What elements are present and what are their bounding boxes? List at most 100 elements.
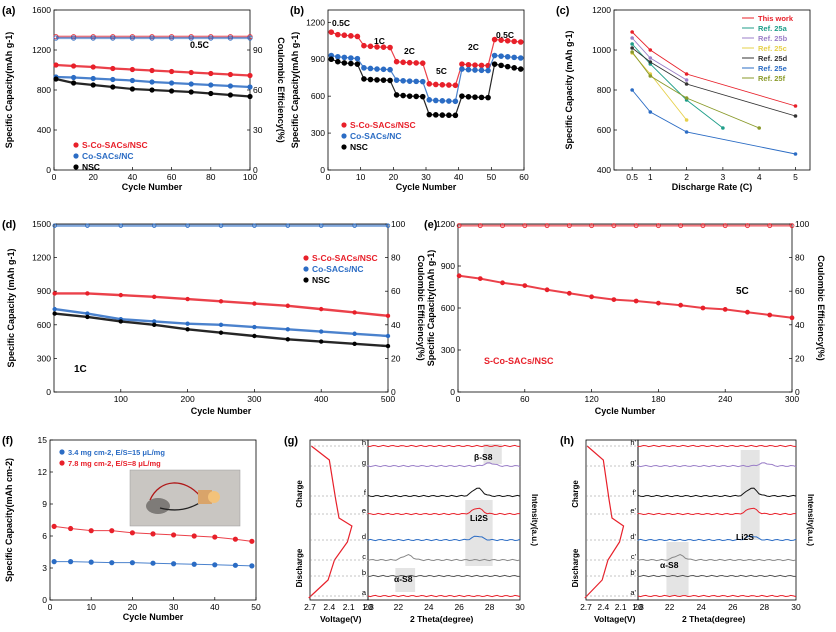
b-x-tick-label: 0	[326, 172, 331, 182]
a-point	[149, 67, 155, 74]
a-point	[188, 89, 194, 95]
panel-a-xlabel: Cycle Number	[122, 182, 183, 192]
e-point	[700, 305, 706, 311]
d-point	[185, 223, 190, 228]
e-point	[633, 298, 639, 304]
d-point	[252, 301, 257, 306]
d-leg-label: S-Co-SACs/NSC	[312, 253, 378, 263]
d-point	[319, 339, 324, 344]
b-point	[413, 93, 420, 100]
b-point	[446, 112, 452, 119]
b-y-tick-label: 1200	[306, 17, 325, 27]
f-point	[171, 561, 177, 567]
d-point	[285, 303, 290, 308]
d-point	[85, 291, 90, 296]
c-legend-label: Ref. 25a	[758, 24, 788, 33]
b-rate-label: 1C	[374, 36, 385, 46]
d-point	[285, 223, 290, 228]
panel-e-letter: (e)	[424, 219, 438, 231]
a-x-tick-label: 60	[167, 172, 177, 182]
h-voltage-curve	[584, 445, 625, 599]
b-point	[491, 61, 498, 67]
b-y-tick-label: 0	[320, 165, 325, 175]
panel-f-letter: (f)	[2, 435, 13, 447]
c-point	[793, 104, 798, 108]
g-xrd-pattern	[367, 507, 520, 516]
d-x-tick-label: 500	[381, 394, 395, 404]
g-voltage-tick-label: 2.4	[323, 602, 335, 612]
e-x-tick-label: 0	[456, 394, 461, 404]
b-point	[517, 39, 524, 45]
b-point	[472, 67, 478, 73]
b-leg-marker	[341, 133, 347, 139]
panel-g: (g) 2.7 2.4 2.1 1.820 22 24 26 28 30 a bc d ef g h β-S8…	[284, 435, 539, 624]
b-point	[348, 60, 354, 67]
a-point	[247, 35, 253, 41]
c-point	[684, 96, 689, 100]
b-rate-label: 5C	[436, 66, 447, 76]
c-y-tick-label: 1200	[592, 5, 611, 15]
d-point	[352, 310, 357, 315]
b-point	[393, 92, 400, 98]
e-y2-tick-label: 20	[795, 353, 805, 363]
b-point	[432, 112, 439, 118]
f-point	[109, 560, 115, 566]
f-point	[249, 563, 255, 569]
panel-a-rate: 0.5C	[190, 40, 210, 50]
e-point	[477, 276, 483, 282]
c-point	[684, 72, 689, 76]
h-peak-li2s: Li2S	[736, 532, 754, 542]
d-y-tick-label: 900	[37, 286, 51, 296]
b-x-tick-label: 10	[356, 172, 366, 182]
c-point	[648, 60, 653, 64]
g-point-label: b	[362, 568, 366, 577]
a-point	[208, 35, 214, 41]
f-point	[232, 536, 238, 542]
d-series-line	[54, 312, 389, 348]
b-point	[504, 53, 511, 60]
d-point	[319, 223, 324, 228]
h-theta-tick-label: 20	[633, 602, 643, 612]
d-point	[151, 223, 157, 228]
h-voltage-tick-label: 2.4	[597, 602, 609, 612]
d-y2-tick-label: 100	[391, 219, 405, 229]
b-point	[348, 55, 354, 61]
b-point	[334, 31, 341, 38]
b-x-tick-label: 60	[519, 172, 529, 182]
panel-d-letter: (d)	[2, 219, 16, 231]
g-point-label: d	[362, 532, 366, 541]
b-point	[334, 53, 341, 60]
g-peak-li2s: Li2S	[470, 513, 488, 523]
d-x-tick-label: 100	[114, 394, 128, 404]
a-leg-label: NSC	[82, 162, 100, 172]
panel-c-ylabel: Specific Capacity (mAh g-1)	[564, 30, 574, 149]
a-point	[169, 88, 175, 94]
a-x-tick-label: 80	[206, 172, 216, 182]
c-point	[684, 78, 689, 82]
f-y-tick-label: 12	[38, 467, 48, 477]
e-point	[722, 223, 728, 229]
b-point	[341, 32, 348, 39]
c-series-line	[631, 31, 796, 107]
panel-h-letter: (h)	[560, 435, 574, 447]
panel-g-xrd-frame	[367, 439, 521, 601]
f-y-tick-label: 6	[42, 531, 47, 541]
b-point	[465, 61, 472, 68]
h-point-label: b'	[630, 568, 636, 577]
e-point	[611, 223, 617, 229]
d-point	[52, 223, 57, 228]
a-point	[208, 90, 214, 97]
h-peak-alpha-s8: α-S8	[660, 560, 679, 570]
g-xrd-pattern	[367, 594, 521, 598]
e-point	[500, 280, 505, 286]
c-series-line	[631, 37, 687, 81]
g-point-label: e	[362, 506, 366, 515]
d-point	[385, 333, 391, 339]
h-point-label: d'	[630, 532, 636, 541]
b-point	[478, 62, 485, 69]
panel-g-ylabel: Intensity(a.u.)	[530, 494, 539, 546]
a-point	[169, 68, 175, 75]
e-point	[589, 294, 594, 300]
d-point	[185, 327, 190, 332]
